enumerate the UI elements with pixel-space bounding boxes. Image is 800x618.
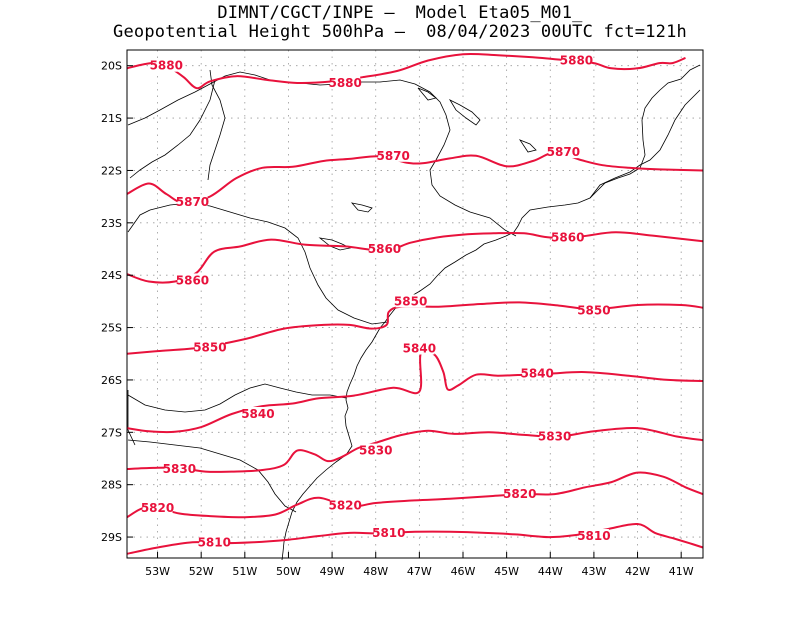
contour-labels: 5880 5880 5880 5870 5870 5870 5860 5860 5860 5850… [141,53,611,549]
contour-label-bg [561,53,592,67]
contour-label-5860: 5860 [368,242,401,256]
contour-label-5860: 5860 [551,230,584,244]
contour-label-5870: 5870 [376,149,409,163]
y-axis-ticks: 20S 21S 22S 23S 24S 25S 26S 27S 28S 29S [101,60,133,544]
y-tick-label: 20S [101,60,122,73]
contour-label-bg [360,443,391,457]
state-border-pr-sp [149,202,389,325]
contour-label-bg [369,242,400,256]
state-border-mg-sp [127,71,517,237]
contour-label-5850: 5850 [394,294,427,308]
contour-label-5870: 5870 [547,145,580,159]
coastline [281,64,701,561]
y-tick-label: 22S [101,164,122,177]
state-border-sc-rs [127,439,297,513]
contour-label-5850: 5850 [193,340,226,354]
contour-label-bg [142,501,173,515]
contour-label-bg [378,148,409,162]
y-tick-label: 23S [101,217,122,230]
contour-label-bg [552,230,583,244]
contour-label-5810: 5810 [198,535,231,549]
contour-label-bg [578,529,609,543]
contour-line-5860 [126,231,704,284]
x-tick-label: 46W [451,565,476,578]
x-tick-label: 53W [145,565,170,578]
contour-label-5840: 5840 [241,407,274,421]
contour-label-5880: 5880 [560,53,593,67]
state-border-pr-sc [127,383,347,413]
y-tick-label: 25S [101,322,122,335]
contour-label-bg [548,145,579,159]
state-border-rj-mg [589,89,701,199]
contour-label-5860: 5860 [176,273,209,287]
contour-label-5840: 5840 [520,367,553,381]
contour-label-bg [504,487,535,501]
y-tick-label: 26S [101,374,122,387]
x-tick-label: 50W [276,565,301,578]
x-tick-label: 41W [669,565,694,578]
y-tick-label: 28S [101,479,122,492]
state-border-ms-pr [127,79,216,233]
x-tick-label: 52W [189,565,214,578]
contour-label-5880: 5880 [150,59,183,73]
contour-label-bg [578,303,609,317]
title-line-variable: Geopotential Height 500hPa – 08/04/2023 … [113,22,687,42]
contour-label-5810: 5810 [372,526,405,540]
contour-label-5810: 5810 [577,529,610,543]
x-tick-label: 51W [232,565,257,578]
x-tick-label: 44W [538,565,563,578]
contour-label-bg [199,535,230,549]
contour-label-bg [242,406,273,420]
contour-label-5820: 5820 [503,487,536,501]
contour-line-5830 [126,426,704,473]
contour-label-bg [194,340,225,354]
contour-label-bg [522,366,553,380]
y-tick-label: 29S [101,531,122,544]
x-tick-label: 43W [581,565,606,578]
contour-label-5820: 5820 [328,499,361,513]
contour-label-5820: 5820 [141,501,174,515]
x-tick-label: 49W [320,565,345,578]
y-tick-label: 21S [101,112,122,125]
x-tick-label: 47W [407,565,432,578]
border-argentina [127,69,226,446]
contour-label-5830: 5830 [538,429,571,443]
contour-label-bg [177,194,208,208]
x-tick-label: 48W [363,565,388,578]
lagoon [318,87,537,251]
plot-frame [126,49,704,559]
contour-label-5830: 5830 [359,444,392,458]
map-title: DIMNT/CGCT/INPE – Model Eta05_M01_ Geopo… [0,4,800,42]
title-line-source: DIMNT/CGCT/INPE – Model Eta05_M01_ [217,3,583,23]
contour-line-5840 [126,349,704,434]
contour-label-bg [330,75,361,89]
contour-label-bg [177,273,208,287]
x-tick-label: 42W [625,565,650,578]
contour-label-bg [404,341,435,355]
x-tick-label: 45W [494,565,519,578]
x-axis-ticks: 53W 52W 51W 50W 49W 48W 47W 46W 45W 44W 43W 42W 41W [145,552,694,578]
contour-label-5850: 5850 [577,303,610,317]
contour-label-bg [539,429,570,443]
contour-label-bg [330,498,361,512]
contour-label-bg [164,461,195,475]
y-tick-label: 27S [101,426,122,439]
contour-label-bg [151,58,182,72]
contour-label-5870: 5870 [176,195,209,209]
geography-boundaries [127,64,701,561]
y-tick-label: 24S [101,269,122,282]
contour-label-5830: 5830 [163,462,196,476]
contour-label-bg [395,294,426,308]
contour-line-5880 [126,52,686,90]
contour-label-bg [373,525,404,539]
contour-label-5880: 5880 [328,76,361,90]
contour-label-5840: 5840 [403,342,436,356]
contour-line-5820 [126,471,704,519]
